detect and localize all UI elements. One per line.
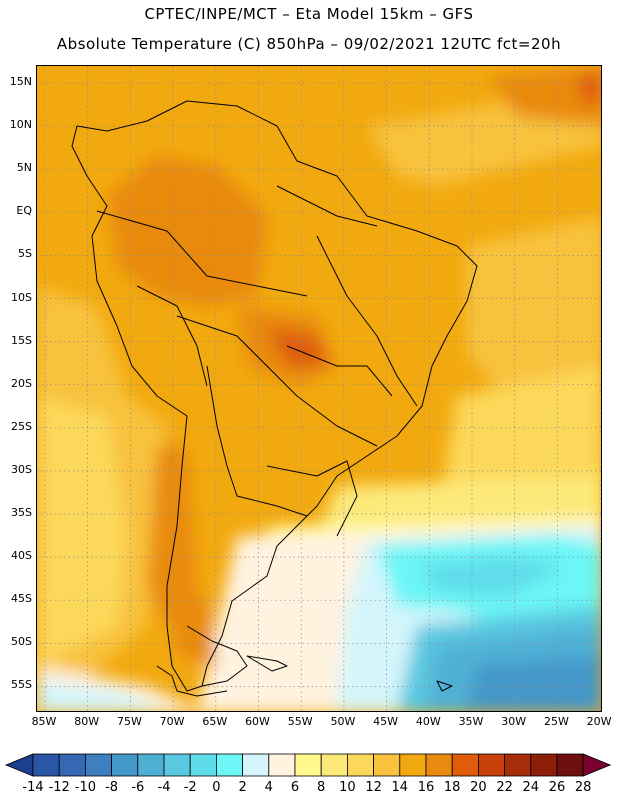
map-title: CPTEC/INPE/MCT – Eta Model 15km – GFS xyxy=(144,5,474,23)
colorbar-bin xyxy=(530,753,558,777)
lon-label: 55W xyxy=(287,715,313,728)
colorbar-bin xyxy=(32,753,60,777)
colorbar-tick-label: 14 xyxy=(391,780,409,795)
colorbar-tick-label: 6 xyxy=(290,780,300,795)
colorbar-bin xyxy=(556,753,584,777)
colorbar-tick-label: 22 xyxy=(496,780,513,795)
lon-label: 85W xyxy=(31,715,57,728)
lat-label: 10S xyxy=(11,290,32,304)
colorbar-bin xyxy=(189,753,217,777)
colorbar-bin xyxy=(58,753,86,777)
colorbar-tick-label: -4 xyxy=(157,780,171,795)
lat-label: 10N xyxy=(9,118,32,132)
lat-label: 5S xyxy=(18,247,32,261)
colorbar-tick-label: 4 xyxy=(264,780,273,795)
colorbar-bin xyxy=(373,753,401,777)
lat-label: 20S xyxy=(11,376,32,390)
colorbar-bin xyxy=(111,753,139,777)
colorbar-bin xyxy=(163,753,191,777)
lat-label: 35S xyxy=(11,506,32,519)
colorbar-min-arrow xyxy=(4,753,34,777)
colorbar-tick-label: 26 xyxy=(548,780,566,795)
temperature-shading xyxy=(37,66,601,711)
colorbar-bin xyxy=(346,753,374,777)
map-subtitle: Absolute Temperature (C) 850hPa – 09/02/… xyxy=(56,35,562,53)
lon-label: 40W xyxy=(415,715,441,728)
colorbar-tick-label: -2 xyxy=(183,780,197,795)
lat-label: 45S xyxy=(11,592,32,606)
temperature-field xyxy=(37,66,601,711)
lon-label: 20W xyxy=(586,715,612,728)
colorbar-bin xyxy=(477,753,505,777)
colorbar-tick-label: -14 xyxy=(22,780,44,795)
colorbar-tick-label: 24 xyxy=(522,780,540,795)
lat-label: 15S xyxy=(11,333,32,347)
colorbar-bin xyxy=(294,753,322,777)
coastlines xyxy=(71,100,478,697)
lon-label: 70W xyxy=(159,715,185,728)
colorbar-bin xyxy=(320,753,348,777)
temperature-map xyxy=(36,65,602,712)
colorbar-tick-label: -8 xyxy=(105,780,119,795)
lat-label: 30S xyxy=(11,462,32,476)
colorbar-bin xyxy=(399,753,427,777)
colorbar-max-arrow xyxy=(582,753,612,777)
lon-label: 75W xyxy=(116,715,142,728)
lon-label: 45W xyxy=(373,715,399,728)
lon-label: 50W xyxy=(330,715,356,728)
lat-label: 40S xyxy=(11,549,32,563)
colorbar-bin xyxy=(137,753,165,777)
lon-label: 25W xyxy=(543,715,569,728)
lon-label: 80W xyxy=(74,715,100,728)
colorbar-bin xyxy=(451,753,479,777)
colorbar-tick-label: 8 xyxy=(317,780,326,795)
lon-label: 30W xyxy=(501,715,527,728)
lat-label: EQ xyxy=(16,204,32,218)
lon-label: 60W xyxy=(245,715,270,728)
colorbar-tick-label: -12 xyxy=(48,780,70,795)
colorbar-bin xyxy=(85,753,113,777)
colorbar-tick-label: 20 xyxy=(470,780,487,795)
lat-label: 5N xyxy=(16,161,32,175)
lat-label: 55S xyxy=(11,678,32,692)
lat-label: 50S xyxy=(11,635,32,649)
colorbar-bin xyxy=(504,753,532,777)
colorbar-tick-label: 0 xyxy=(212,780,221,795)
lon-label: 35W xyxy=(458,715,484,728)
colorbar-tick-label: -6 xyxy=(131,780,145,795)
colorbar-tick-label: 16 xyxy=(417,780,435,795)
lat-label: 15N xyxy=(9,75,32,88)
colorbar-bin xyxy=(215,753,243,777)
colorbar-tick-label: -10 xyxy=(74,780,96,795)
colorbar-bin xyxy=(242,753,270,777)
colorbar-tick-label: 18 xyxy=(443,780,461,795)
temperature-colorbar xyxy=(4,753,612,777)
colorbar-tick-label: 12 xyxy=(365,780,382,795)
colorbar-tick-label: 28 xyxy=(574,780,592,795)
colorbar-bin xyxy=(425,753,453,777)
colorbar-tick-label: 10 xyxy=(339,780,356,795)
lon-label: 65W xyxy=(202,715,228,728)
lat-label: 25S xyxy=(11,419,32,433)
colorbar-tick-label: 2 xyxy=(238,780,247,795)
colorbar-bin xyxy=(268,753,296,777)
